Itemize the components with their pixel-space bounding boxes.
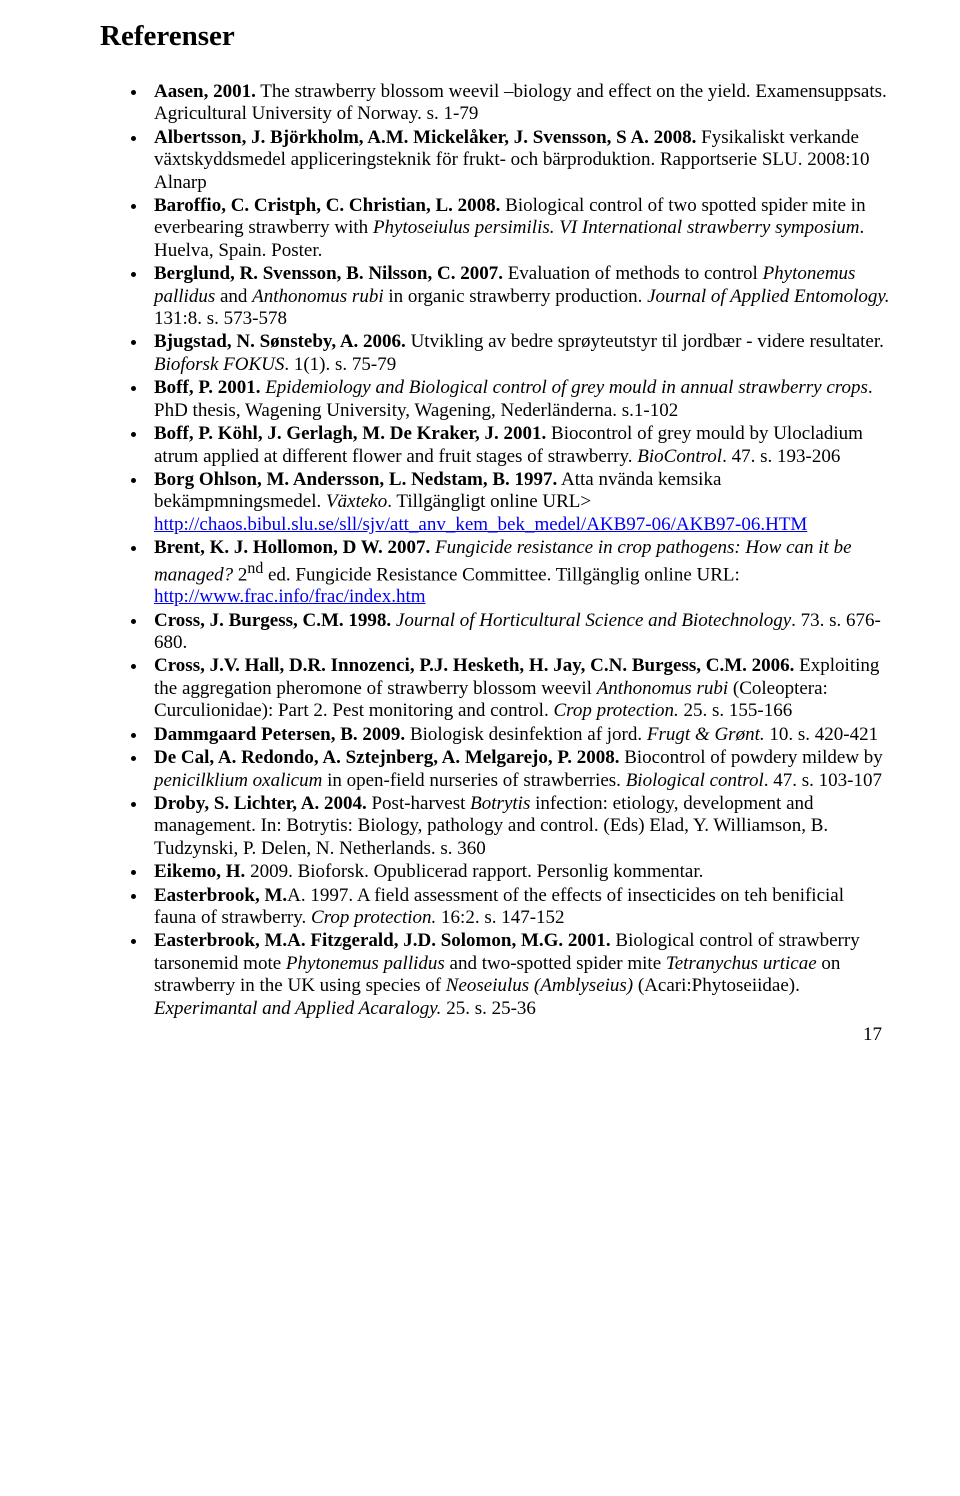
- author-year: Droby, S. Lichter, A. 2004.: [154, 793, 367, 814]
- italic-text: Phytonemus pallidus: [286, 953, 445, 974]
- reference-item: Bjugstad, N. Sønsteby, A. 2006. Utviklin…: [148, 331, 890, 376]
- reference-item: Boff, P. Köhl, J. Gerlagh, M. De Kraker,…: [148, 423, 890, 468]
- author-year: Brent, K. J. Hollomon, D W. 2007.: [154, 537, 430, 558]
- reference-list: Aasen, 2001. The strawberry blossom weev…: [100, 81, 890, 1020]
- reference-item: Albertsson, J. Björkholm, A.M. Mickelåke…: [148, 127, 890, 194]
- italic-text: Bioforsk FOKUS: [154, 354, 284, 375]
- italic-text: Tetranychus urticae: [666, 953, 817, 974]
- italic-text: BioControl: [637, 446, 722, 467]
- page-heading: Referenser: [100, 20, 890, 53]
- reference-item: Eikemo, H. 2009. Bioforsk. Opublicerad r…: [148, 861, 890, 883]
- reference-item: Aasen, 2001. The strawberry blossom weev…: [148, 81, 890, 126]
- reference-item: Droby, S. Lichter, A. 2004. Post-harvest…: [148, 793, 890, 860]
- italic-text: Journal of Applied Entomology.: [647, 286, 889, 307]
- reference-item: Easterbrook, M.A. Fitzgerald, J.D. Solom…: [148, 930, 890, 1020]
- page: Referenser Aasen, 2001. The strawberry b…: [0, 0, 960, 1076]
- reference-item: Cross, J. Burgess, C.M. 1998. Journal of…: [148, 610, 890, 655]
- author-year: Easterbrook, M.: [154, 885, 287, 906]
- italic-text: Neoseiulus (Amblyseius): [446, 975, 633, 996]
- italic-text: Phytoseiulus persimilis. VI Internationa…: [373, 217, 860, 238]
- italic-text: Växteko: [326, 491, 387, 512]
- reference-item: Cross, J.V. Hall, D.R. Innozenci, P.J. H…: [148, 655, 890, 722]
- italic-text: Crop protection.: [311, 907, 436, 928]
- italic-text: Botrytis: [470, 793, 530, 814]
- author-year: Eikemo, H.: [154, 861, 245, 882]
- author-year: Easterbrook, M.A. Fitzgerald, J.D. Solom…: [154, 930, 611, 951]
- author-year: Berglund, R. Svensson, B. Nilsson, C. 20…: [154, 263, 503, 284]
- author-year: De Cal, A. Redondo, A. Sztejnberg, A. Me…: [154, 747, 619, 768]
- author-year: Baroffio, C. Cristph, C. Christian, L. 2…: [154, 195, 500, 216]
- author-year: Albertsson, J. Björkholm, A.M. Mickelåke…: [154, 127, 696, 148]
- reference-item: Dammgaard Petersen, B. 2009. Biologisk d…: [148, 724, 890, 746]
- author-year: Borg Ohlson, M. Andersson, L. Nedstam, B…: [154, 469, 557, 490]
- reference-item: Easterbrook, M.A. 1997. A field assessme…: [148, 885, 890, 930]
- reference-item: Borg Ohlson, M. Andersson, L. Nedstam, B…: [148, 469, 890, 536]
- author-year: Boff, P. Köhl, J. Gerlagh, M. De Kraker,…: [154, 423, 546, 444]
- italic-text: Biological control: [626, 770, 764, 791]
- reference-item: Berglund, R. Svensson, B. Nilsson, C. 20…: [148, 263, 890, 330]
- reference-item: De Cal, A. Redondo, A. Sztejnberg, A. Me…: [148, 747, 890, 792]
- italic-text: penicilklium oxalicum: [154, 770, 322, 791]
- author-year: Aasen, 2001.: [154, 81, 256, 102]
- reference-item: Brent, K. J. Hollomon, D W. 2007. Fungic…: [148, 537, 890, 609]
- italic-text: Experimantal and Applied Acaralogy.: [154, 998, 446, 1019]
- author-year: Bjugstad, N. Sønsteby, A. 2006.: [154, 331, 406, 352]
- superscript: nd: [247, 560, 263, 577]
- italic-text: Frugt & Grønt.: [647, 724, 765, 745]
- italic-text: Anthonomus rubi: [252, 286, 383, 307]
- reference-link[interactable]: http://www.frac.info/frac/index.htm: [154, 586, 426, 607]
- author-year: Dammgaard Petersen, B. 2009.: [154, 724, 405, 745]
- author-year: Boff, P. 2001.: [154, 377, 260, 398]
- author-year: Cross, J. Burgess, C.M. 1998.: [154, 610, 391, 631]
- italic-text: Anthonomus rubi: [597, 678, 728, 699]
- page-number: 17: [100, 1024, 890, 1046]
- italic-text: Crop protection.: [553, 700, 678, 721]
- reference-link[interactable]: http://chaos.bibul.slu.se/sll/sjv/att_an…: [154, 514, 807, 535]
- author-year: Cross, J.V. Hall, D.R. Innozenci, P.J. H…: [154, 655, 794, 676]
- reference-item: Boff, P. 2001. Epidemiology and Biologic…: [148, 377, 890, 422]
- italic-text: Journal of Horticultural Science and Bio…: [396, 610, 791, 631]
- reference-item: Baroffio, C. Cristph, C. Christian, L. 2…: [148, 195, 890, 262]
- italic-text: Epidemiology and Biological control of g…: [265, 377, 868, 398]
